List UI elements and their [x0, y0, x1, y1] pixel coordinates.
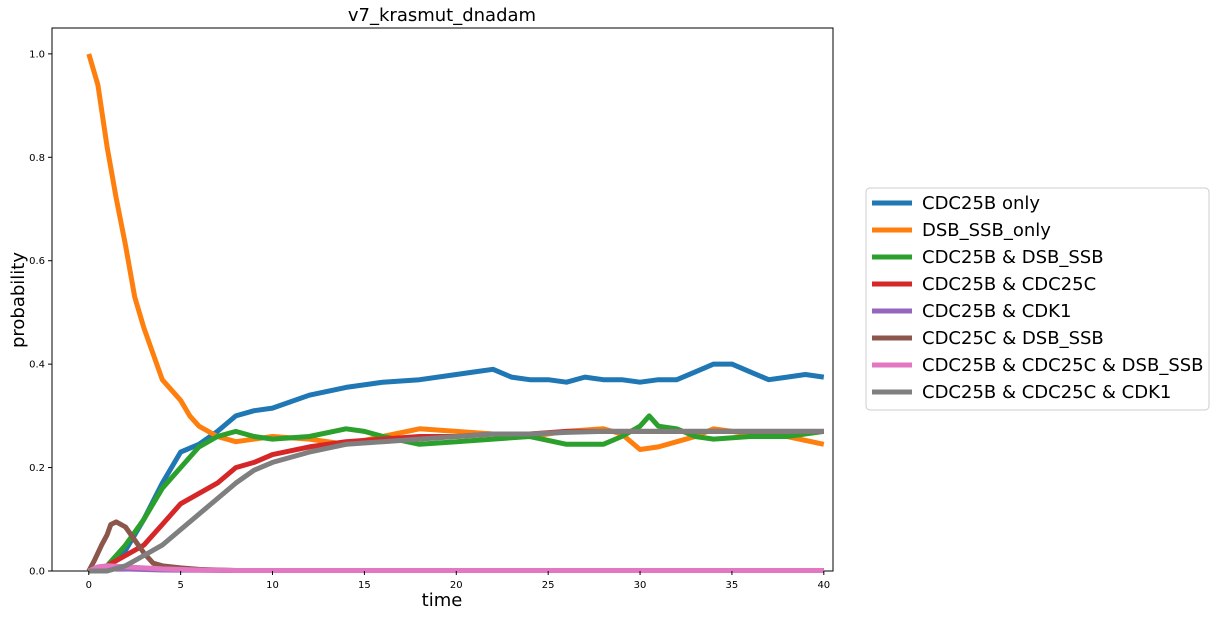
x-tick-label: 40	[817, 580, 830, 591]
plot-area: 0 5 10 15 20 25 30 35 40 0.0 0.2 0.4 0.6 0.8 1.0	[29, 27, 834, 591]
series-line-1	[86, 53, 825, 452]
plot-frame	[51, 27, 834, 572]
x-tick-label: 30	[634, 580, 647, 591]
series-line-7	[88, 428, 824, 574]
y-tick-label: 0.0	[29, 567, 45, 578]
series-line-5	[86, 519, 824, 573]
series-line-0	[88, 361, 825, 574]
legend-label-4: CDC25B & CDK1	[922, 301, 1071, 322]
legend-label-7: CDC25B & CDC25C & CDK1	[922, 382, 1171, 403]
x-tick-label: 5	[177, 580, 183, 591]
series-line-6	[87, 563, 824, 574]
x-axis-ticks: 0 5 10 15 20 25 30 35 40	[86, 571, 830, 591]
x-tick-label: 15	[358, 580, 371, 591]
legend-label-1: DSB_SSB_only	[922, 220, 1051, 241]
y-axis-label: probability	[8, 252, 29, 348]
x-tick-label: 25	[542, 580, 555, 591]
series-layer	[86, 53, 825, 574]
x-tick-label: 20	[450, 580, 463, 591]
legend-label-6: CDC25B & CDC25C & DSB_SSB	[922, 355, 1204, 376]
legend-frame	[865, 187, 1210, 411]
legend-label-3: CDC25B & CDC25C	[922, 274, 1096, 295]
series-line-2	[88, 413, 825, 574]
y-tick-label: 1.0	[29, 49, 45, 60]
legend-label-2: CDC25B & DSB_SSB	[922, 247, 1104, 268]
legend-label-5: CDC25C & DSB_SSB	[922, 328, 1104, 349]
series-line-3	[88, 428, 824, 574]
y-tick-label: 0.8	[29, 153, 45, 164]
y-tick-label: 0.2	[29, 463, 45, 474]
y-tick-label: 0.6	[29, 256, 45, 267]
legend: CDC25B only DSB_SSB_only CDC25B & DSB_SSB C…	[865, 187, 1210, 411]
legend-items: CDC25B only DSB_SSB_only CDC25B & DSB_SSB C…	[872, 193, 1204, 403]
legend-label-0: CDC25B only	[922, 193, 1040, 214]
y-axis-ticks: 0.0 0.2 0.4 0.6 0.8 1.0	[29, 49, 52, 578]
chart-title: v7_krasmut_dnadam	[348, 5, 536, 26]
x-tick-label: 10	[266, 580, 279, 591]
y-tick-label: 0.4	[29, 360, 45, 371]
x-tick-label: 35	[726, 580, 739, 591]
x-tick-label: 0	[86, 580, 92, 591]
x-axis-label: time	[422, 590, 463, 611]
